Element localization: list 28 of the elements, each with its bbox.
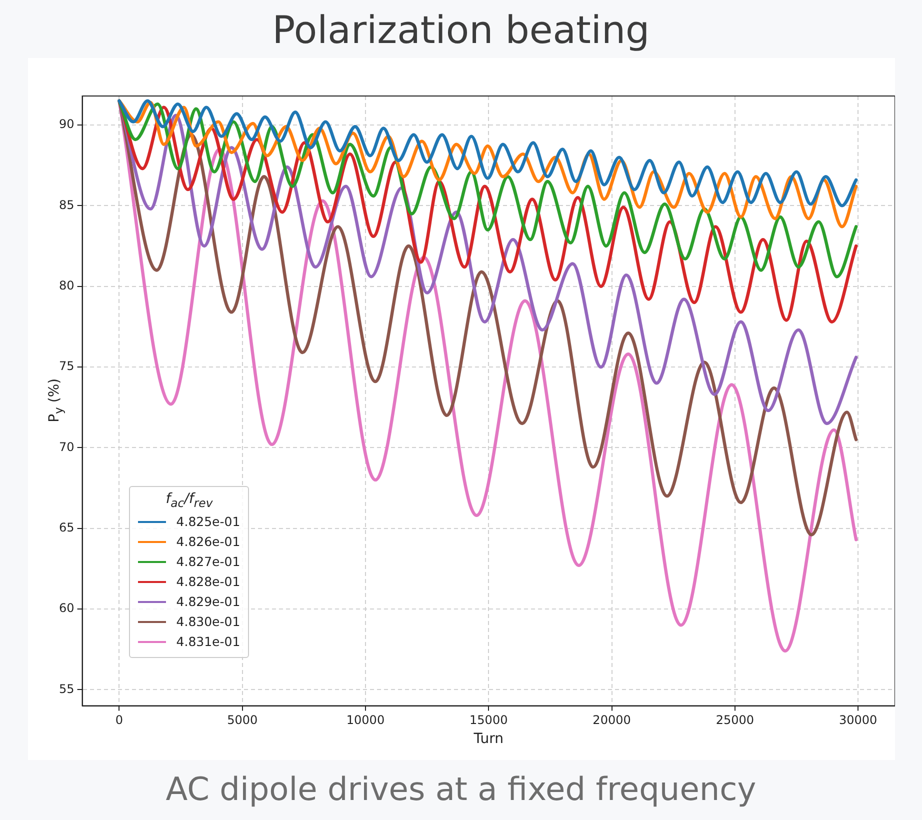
y-tick-label: 60	[58, 601, 74, 616]
y-tick-label: 85	[58, 198, 74, 212]
x-tick-label: 20000	[592, 713, 631, 728]
legend-label: 4.827e-01	[176, 554, 240, 570]
legend-label: 4.830e-01	[176, 614, 240, 630]
line-series	[118, 99, 858, 653]
legend-label: 4.826e-01	[176, 534, 240, 550]
x-axis-title: Turn	[472, 731, 504, 748]
y-tick-label: 80	[58, 278, 74, 292]
y-tick-label: 65	[58, 520, 74, 534]
y-tick-label: 75	[58, 359, 74, 374]
x-tick-label: 10000	[346, 713, 385, 728]
chart-title: Polarization beating	[271, 8, 651, 52]
legend-label: 4.825e-01	[176, 514, 240, 530]
legend-label: 4.831e-01	[176, 634, 240, 650]
text: AC dipole drives at a fixed frequency	[164, 770, 758, 808]
x-tick-label: 0	[115, 713, 124, 728]
x-tick-label: 30000	[838, 713, 878, 728]
y-tick-label: 55	[58, 682, 74, 696]
x-tick-label: 25000	[716, 713, 754, 728]
y-tick-label: 70	[58, 440, 74, 454]
legend-title: f$_{ac}$/f$_{rev}$	[164, 490, 214, 510]
y-tick-label: 90	[58, 117, 74, 132]
line-series	[118, 99, 858, 208]
legend-label: 4.829e-01	[176, 594, 240, 610]
x-tick-label: 15000	[470, 713, 508, 728]
legend-label: 4.828e-01	[176, 574, 240, 590]
x-tick-label: 5000	[227, 713, 258, 728]
